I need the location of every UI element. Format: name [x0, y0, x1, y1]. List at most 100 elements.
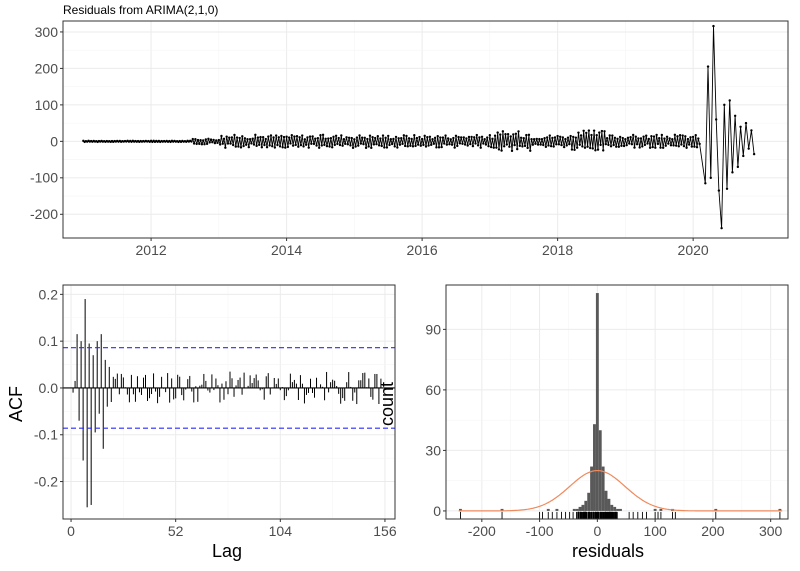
residual-point	[473, 136, 476, 139]
residual-point	[413, 133, 416, 137]
x-tick-label: -100	[526, 523, 554, 539]
residual-point	[328, 145, 331, 148]
residual-point	[401, 142, 404, 146]
residual-point	[625, 143, 628, 147]
residual-point	[572, 135, 575, 139]
residual-point	[633, 146, 636, 149]
residual-point	[311, 135, 314, 138]
residual-point	[694, 133, 697, 137]
residual-point	[284, 146, 287, 149]
residual-point	[268, 144, 271, 147]
residual-point	[512, 133, 515, 136]
residual-point	[264, 137, 267, 141]
residual-point	[529, 149, 532, 153]
residual-point	[239, 146, 243, 149]
residual-point	[218, 143, 222, 146]
residual-point	[591, 147, 594, 150]
chart-title: Residuals from ARIMA(2,1,0)	[63, 3, 218, 17]
residual-point	[392, 137, 395, 141]
residual-point	[280, 134, 283, 138]
residual-point	[545, 136, 549, 139]
residual-point	[410, 137, 413, 141]
histogram-bar	[581, 504, 585, 511]
residual-point	[516, 147, 519, 151]
residual-point	[373, 136, 377, 140]
residual-point	[247, 145, 251, 149]
acf-panel: 0 52 104 156 -0.2 -0.1 0.0 0.1 0.2	[34, 284, 397, 539]
residual-point	[271, 145, 274, 148]
residual-point	[531, 143, 535, 146]
residual-point	[660, 133, 664, 137]
residual-point	[474, 142, 477, 145]
residual-point	[423, 134, 426, 138]
residual-point	[375, 142, 378, 146]
residual-point	[582, 129, 585, 132]
residual-point	[364, 146, 368, 150]
residual-point	[350, 136, 353, 140]
residual-point	[682, 144, 686, 148]
residual-point	[500, 149, 503, 152]
residual-point	[733, 114, 737, 118]
residual-point	[688, 143, 691, 146]
residual-point	[367, 145, 370, 148]
residual-point	[347, 136, 351, 139]
residual-point	[431, 138, 434, 141]
residual-point	[569, 134, 572, 138]
residual-point	[336, 142, 339, 146]
residual-point	[538, 137, 541, 141]
residual-point	[496, 131, 499, 134]
residual-point	[478, 136, 481, 139]
residual-point	[681, 134, 684, 137]
residual-point	[664, 144, 667, 147]
residual-point	[461, 142, 464, 146]
residual-point	[731, 171, 734, 174]
residual-point	[406, 145, 409, 148]
residual-point	[402, 134, 406, 137]
residual-point	[628, 142, 631, 145]
histogram-bar	[590, 466, 594, 511]
residual-point	[465, 137, 468, 140]
residual-point	[467, 135, 471, 139]
residual-point	[725, 187, 729, 190]
residual-point	[403, 144, 407, 148]
residual-point	[587, 129, 591, 132]
residual-point	[717, 189, 721, 192]
residual-point	[523, 144, 527, 148]
residual-point	[548, 134, 551, 137]
residual-point	[618, 135, 622, 139]
residual-point	[220, 134, 223, 138]
residual-point	[287, 136, 291, 139]
residual-point	[301, 134, 304, 137]
residual-point	[393, 145, 396, 148]
residual-point	[540, 137, 544, 141]
residual-point	[340, 134, 343, 137]
residual-point	[439, 136, 442, 139]
residual-point	[376, 135, 379, 138]
residual-point	[621, 136, 624, 140]
y-tick-label: 60	[425, 382, 441, 398]
residual-point	[484, 143, 488, 146]
residual-point	[449, 138, 452, 141]
residual-point	[613, 136, 617, 140]
histogram-bar	[458, 508, 462, 511]
residual-point	[615, 145, 618, 148]
normal-density-curve	[458, 470, 783, 512]
residual-point	[551, 136, 554, 140]
tick-labels: 0 52 104 156 -0.2 -0.1 0.0 0.1 0.2	[34, 286, 397, 539]
residual-point	[255, 144, 258, 148]
residual-point	[278, 145, 282, 148]
histogram-bar	[613, 506, 617, 511]
residual-point	[720, 226, 723, 230]
residual-point	[323, 143, 326, 147]
residual-point	[416, 143, 420, 146]
residual-point	[209, 138, 213, 141]
residual-point	[224, 146, 227, 149]
panel-background	[446, 285, 788, 519]
x-tick-label: 300	[759, 523, 783, 539]
residual-point	[744, 121, 748, 125]
residual-point	[648, 146, 652, 149]
residual-point	[690, 145, 694, 148]
residual-point	[217, 138, 221, 142]
residual-point	[384, 136, 387, 140]
residual-point	[297, 145, 300, 148]
